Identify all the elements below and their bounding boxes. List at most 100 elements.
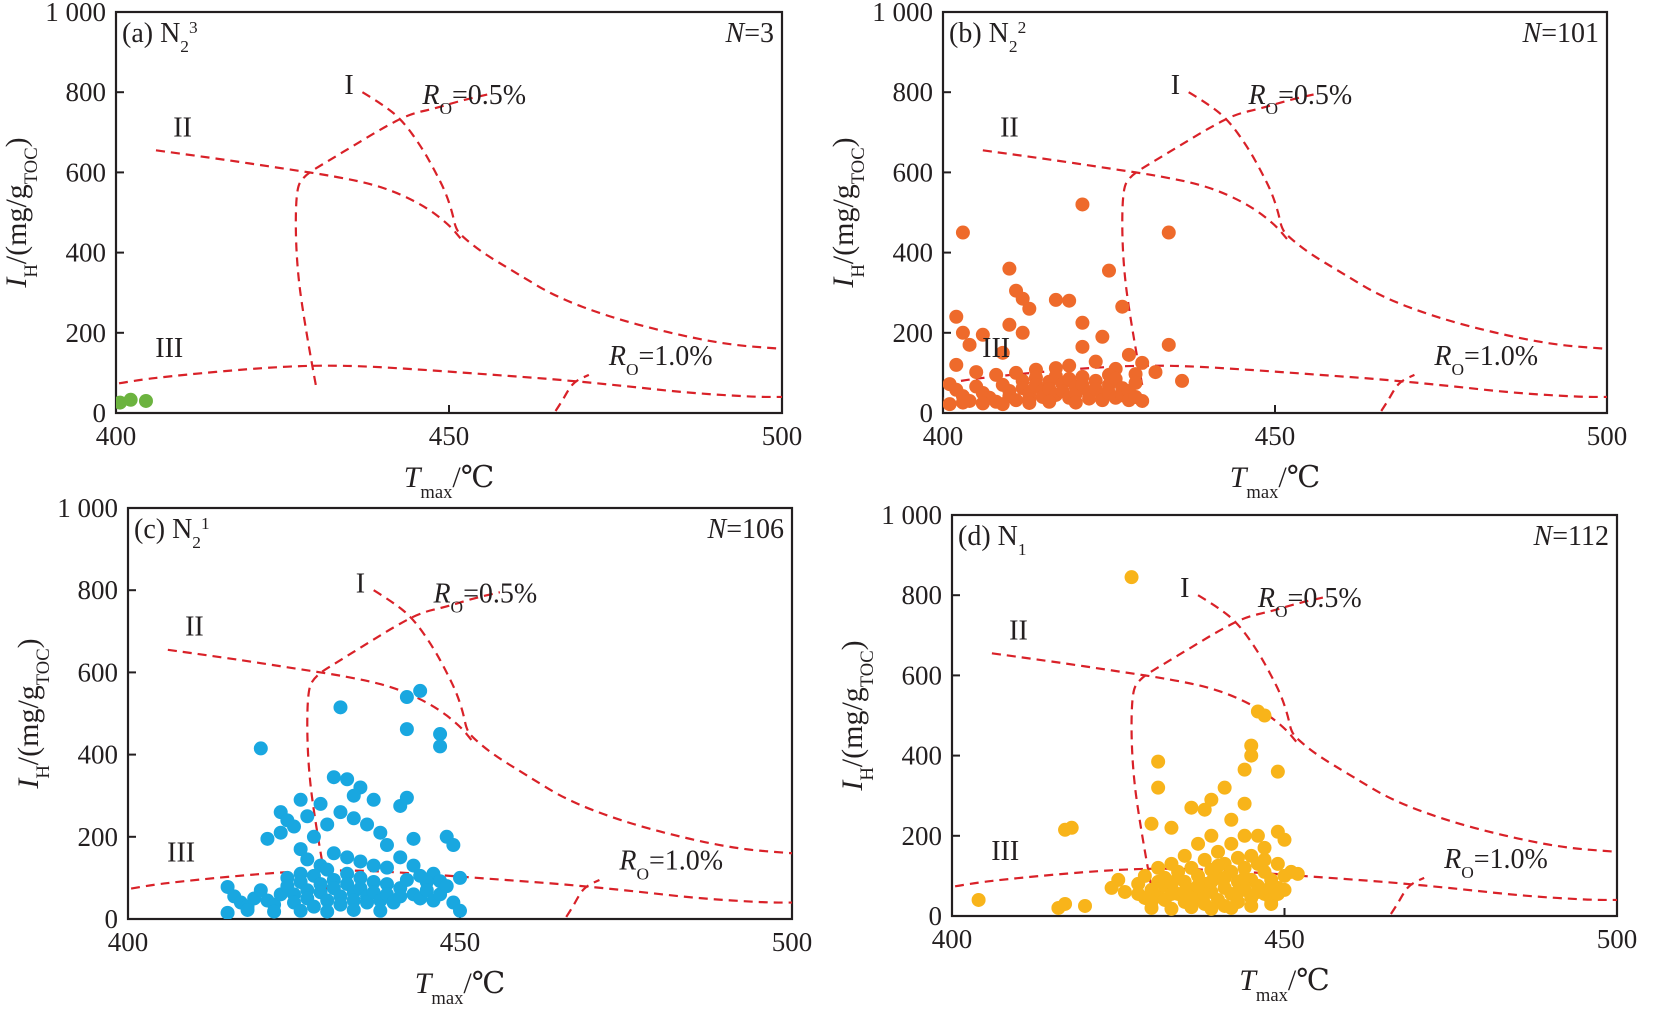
data-point bbox=[1151, 874, 1166, 889]
data-point bbox=[360, 817, 375, 832]
curve-typeI bbox=[1197, 594, 1617, 853]
data-point bbox=[955, 325, 970, 340]
y-axis-label: IH/(mg/gTOC) bbox=[827, 137, 869, 288]
data-point bbox=[419, 883, 434, 898]
data-point bbox=[969, 365, 984, 380]
data-point bbox=[1211, 858, 1225, 873]
sample-count: N=106 bbox=[707, 514, 784, 545]
y-tick-label: 1 000 bbox=[57, 493, 118, 523]
label-ro05: RO=0.5% bbox=[432, 579, 537, 617]
y-tick-label: 400 bbox=[78, 740, 119, 770]
data-point bbox=[1244, 738, 1259, 753]
data-point bbox=[1230, 850, 1245, 865]
x-tick-label: 500 bbox=[1587, 421, 1628, 451]
curve-typeII bbox=[991, 652, 1299, 745]
data-point bbox=[1204, 901, 1219, 916]
data-point bbox=[1148, 365, 1163, 380]
data-point bbox=[1042, 394, 1057, 409]
data-point bbox=[300, 809, 315, 824]
data-point bbox=[406, 831, 421, 846]
x-tick-label: 450 bbox=[1264, 924, 1305, 954]
x-tick-label: 500 bbox=[1597, 924, 1638, 954]
data-point bbox=[1124, 570, 1139, 585]
y-tick-label: 0 bbox=[920, 398, 934, 428]
data-point bbox=[1078, 898, 1092, 913]
y-tick-label: 0 bbox=[93, 398, 107, 428]
data-point bbox=[1211, 844, 1225, 859]
data-point bbox=[340, 850, 355, 865]
data-point bbox=[1191, 878, 1206, 893]
data-point bbox=[353, 870, 368, 885]
curve-ro10 bbox=[1389, 876, 1425, 915]
data-point bbox=[320, 904, 335, 919]
data-point bbox=[346, 788, 361, 803]
region-label-ii: II bbox=[173, 112, 192, 143]
data-point bbox=[293, 842, 308, 857]
data-point bbox=[413, 683, 428, 698]
data-point bbox=[340, 866, 355, 881]
data-point bbox=[1270, 856, 1285, 871]
data-point bbox=[413, 868, 428, 883]
data-point bbox=[373, 825, 388, 840]
data-point bbox=[1191, 836, 1206, 851]
data-point bbox=[406, 858, 421, 873]
data-point bbox=[962, 337, 977, 352]
data-point bbox=[1164, 901, 1179, 916]
label-ro05: RO=0.5% bbox=[421, 80, 526, 118]
x-tick-label: 400 bbox=[923, 421, 964, 451]
data-point bbox=[1290, 866, 1305, 881]
data-point bbox=[1161, 337, 1176, 352]
data-point bbox=[1224, 900, 1239, 915]
y-tick-label: 800 bbox=[902, 580, 943, 610]
data-point bbox=[379, 838, 394, 853]
data-point bbox=[1237, 796, 1252, 811]
y-axis-label: IH/(mg/gTOC) bbox=[0, 137, 42, 288]
region-label-i: I bbox=[356, 568, 365, 599]
data-point bbox=[1264, 896, 1279, 911]
y-tick-label: 400 bbox=[902, 741, 943, 771]
data-point bbox=[267, 904, 282, 919]
data-point bbox=[1204, 828, 1219, 843]
data-point bbox=[240, 902, 255, 917]
data-point bbox=[1002, 261, 1017, 276]
x-axis-label: Tmax/℃ bbox=[415, 967, 506, 1009]
y-tick-label: 600 bbox=[902, 660, 943, 690]
y-tick-label: 0 bbox=[105, 904, 119, 934]
data-point bbox=[1244, 748, 1259, 763]
data-point bbox=[1015, 325, 1030, 340]
data-point bbox=[313, 796, 328, 811]
data-point bbox=[1068, 395, 1083, 410]
data-point bbox=[923, 371, 937, 385]
data-point bbox=[1002, 317, 1017, 332]
label-ro05: RO=0.5% bbox=[1247, 80, 1352, 118]
data-points bbox=[220, 683, 467, 919]
data-point bbox=[1064, 820, 1079, 835]
data-point bbox=[1135, 355, 1150, 370]
data-point bbox=[1270, 764, 1285, 779]
x-tick-label: 500 bbox=[772, 927, 813, 957]
curve-typeII bbox=[982, 149, 1290, 242]
data-points bbox=[971, 570, 1305, 916]
data-point bbox=[1177, 884, 1192, 899]
data-point bbox=[1175, 373, 1190, 388]
data-point bbox=[949, 309, 964, 324]
data-point bbox=[260, 831, 275, 846]
data-point bbox=[975, 396, 990, 411]
data-point bbox=[306, 829, 321, 844]
data-point bbox=[433, 727, 448, 742]
data-point bbox=[1151, 860, 1166, 875]
y-tick-label: 600 bbox=[66, 157, 107, 187]
data-point bbox=[1022, 301, 1037, 316]
data-point bbox=[955, 225, 970, 240]
data-point bbox=[1250, 884, 1265, 899]
data-point bbox=[300, 852, 315, 867]
y-tick-label: 1 000 bbox=[881, 500, 942, 530]
sample-count: N=112 bbox=[1533, 521, 1609, 552]
data-point bbox=[273, 825, 288, 840]
data-point bbox=[399, 722, 414, 737]
region-label-i: I bbox=[344, 70, 353, 101]
